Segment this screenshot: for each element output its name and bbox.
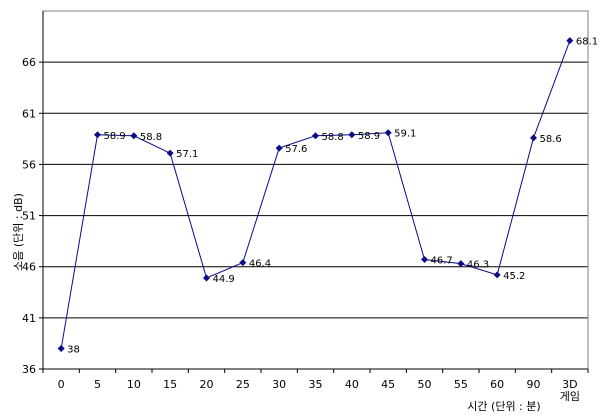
data-point-marker <box>203 274 210 282</box>
y-tick-label: 61 <box>22 107 36 120</box>
x-tick-labels: 0 5 10 15 20 25 30 35 40 45 50 55 60 90 3D 게임 <box>58 378 580 403</box>
data-value-label: 45.2 <box>503 271 525 282</box>
data-value-label: 58.8 <box>322 132 344 143</box>
y-tick-label: 51 <box>22 210 36 223</box>
data-value-label: 38 <box>67 345 80 356</box>
gridlines <box>43 61 588 319</box>
x-tick-label: 3D 게임 <box>560 378 580 403</box>
x-tick-label: 40 <box>345 378 359 391</box>
data-point-marker <box>493 271 501 279</box>
data-point-marker <box>275 144 283 152</box>
data-point-marker <box>530 134 537 142</box>
plot-area-border <box>42 10 589 370</box>
data-markers <box>57 37 574 353</box>
data-value-label: 59.1 <box>394 129 416 140</box>
axes <box>39 10 589 373</box>
data-point-marker <box>421 256 428 264</box>
y-tick-labels: 36 41 46 51 56 61 66 <box>22 56 36 376</box>
y-tick-label: 66 <box>22 56 36 69</box>
data-point-marker <box>384 129 392 137</box>
data-value-label: 57.1 <box>176 149 198 160</box>
data-point-marker <box>239 259 247 267</box>
data-value-label: 58.9 <box>358 131 380 142</box>
series-line <box>60 40 571 349</box>
data-value-label: 58.9 <box>104 131 126 142</box>
y-tick-label: 41 <box>22 312 36 325</box>
data-point-marker <box>457 260 465 268</box>
x-tick-label: 90 <box>527 378 541 391</box>
x-tick-label: 20 <box>200 378 214 391</box>
data-point-marker <box>130 132 138 140</box>
y-tick-label: 36 <box>22 363 36 376</box>
y-tick-label: 56 <box>22 158 36 171</box>
data-value-label: 57.6 <box>285 144 307 155</box>
data-point-marker <box>94 131 101 139</box>
x-tick-label: 55 <box>454 378 468 391</box>
x-axis-title: 시간 (단위 : 분) <box>467 400 540 413</box>
y-axis-title: 소음 (단위 : dB) <box>12 193 25 271</box>
x-tick-label: 45 <box>381 378 395 391</box>
data-point-marker <box>57 345 65 353</box>
x-tick-label: 5 <box>94 378 101 391</box>
data-point-marker <box>312 132 319 140</box>
x-tick-label: 0 <box>58 378 65 391</box>
data-point-marker <box>566 37 574 45</box>
x-tick-label: 15 <box>163 378 177 391</box>
series-polyline <box>60 40 571 349</box>
data-point-marker <box>348 131 356 139</box>
x-tick-label: 25 <box>236 378 250 391</box>
x-tick-label: 30 <box>272 378 286 391</box>
data-labels: 38 58.9 58.8 57.1 44.9 46.4 57.6 58.8 58.9 59.1 46… <box>67 37 598 356</box>
x-tick-label: 35 <box>309 378 323 391</box>
data-point-marker <box>166 149 174 157</box>
data-value-label: 58.8 <box>140 132 162 143</box>
data-value-label: 68.1 <box>576 37 598 48</box>
x-tick-label: 10 <box>127 378 141 391</box>
data-value-label: 46.4 <box>249 259 271 270</box>
x-tick-label: 50 <box>418 378 432 391</box>
data-value-label: 46.3 <box>467 260 489 271</box>
x-tick-label: 60 <box>490 378 504 391</box>
data-value-label: 58.6 <box>540 134 562 145</box>
y-tick-label: 46 <box>22 261 36 274</box>
data-value-label: 46.7 <box>431 256 453 267</box>
data-value-label: 44.9 <box>213 274 235 285</box>
